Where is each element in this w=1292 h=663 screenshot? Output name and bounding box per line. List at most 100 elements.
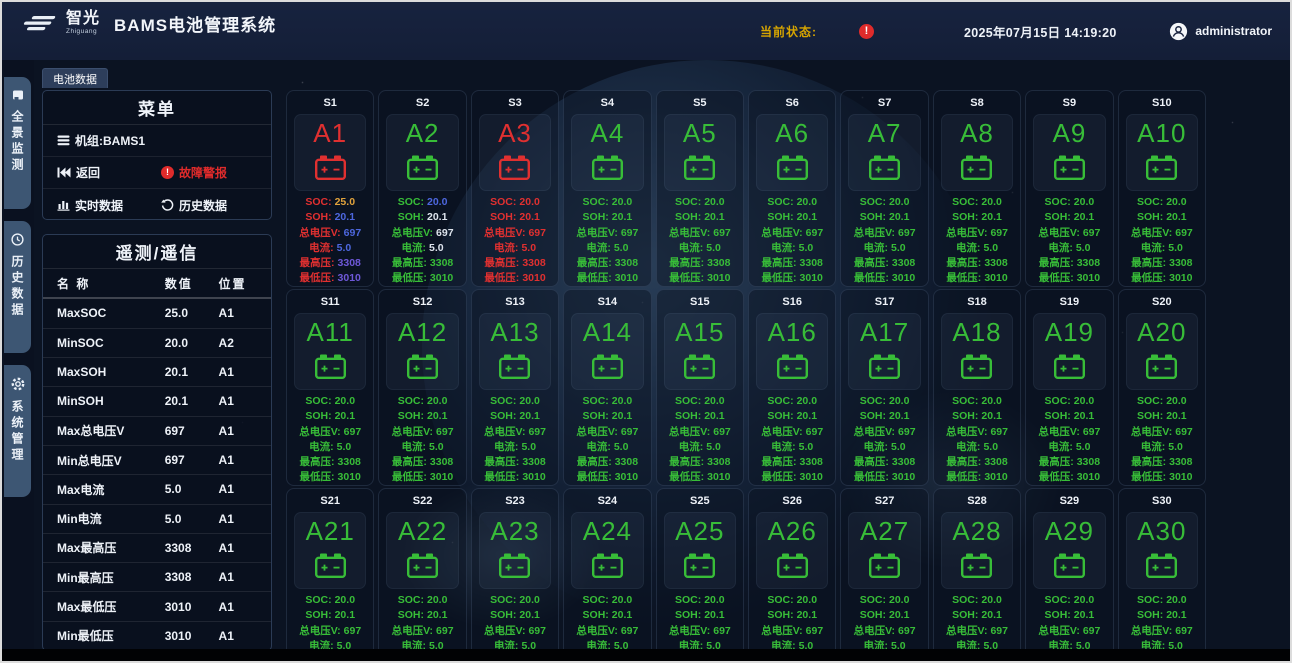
- card-s-label: S28: [967, 495, 987, 507]
- battery-card[interactable]: S26 A26 SOC:20.0SOH:20.1总电压V:697电流:5.0最高…: [748, 488, 837, 661]
- battery-card[interactable]: S5 A5 SOC: 20.0 SOH: 20.1 总电压V: 697 电流: 5.0 最高压:…: [655, 90, 744, 287]
- card-s-label: S19: [1059, 296, 1080, 308]
- card-a-label: A1: [313, 118, 348, 148]
- metric-location: A1: [218, 599, 234, 614]
- card-a-label: A10: [1137, 118, 1187, 148]
- card-inner-panel: A23: [478, 512, 552, 589]
- battery-card[interactable]: S19 A19 SOC: 20.0 SOH: 20.1 总电压V: 697 电流: 5.0 最高…: [1025, 289, 1114, 486]
- back-label: 返回: [76, 166, 101, 180]
- history-data-button[interactable]: 历史数据: [161, 197, 227, 214]
- nav-tab-history[interactable]: 历史数据: [4, 221, 31, 353]
- table-row: Max总电压V 697 A1: [43, 417, 271, 446]
- battery-card[interactable]: S10 A10 SOC: 20.0 SOH: 20.1 总电压V: 697 电流: 5.0 最高…: [1117, 90, 1206, 287]
- battery-card[interactable]: S28 A28 SOC:20.0SOH:20.1总电压V:697电流:5.0最高…: [932, 488, 1022, 661]
- battery-card[interactable]: S23 A23 SOC:20.0SOH:20.1总电压V:697电流:5.0最高…: [470, 488, 560, 661]
- card-stat-line: SOH: 20.1: [1044, 211, 1095, 224]
- card-inner-panel: A22: [386, 512, 459, 589]
- card-stat-line: SOH: 20.1: [859, 211, 910, 224]
- card-stat-line: 最高压:3308: [1038, 257, 1101, 270]
- card-stat-line: SOC: 20.0: [397, 395, 448, 407]
- card-s-label: S2: [415, 97, 430, 109]
- battery-card[interactable]: S9 A9 SOC: 20.0 SOH: 20.1 总电压V: 697 电流: 5.0 最高压:…: [1025, 90, 1114, 287]
- card-inner-panel: A30: [1125, 512, 1198, 589]
- card-stat-line: SOH: 20.1: [674, 211, 725, 224]
- card-stat-line: SOH: 20.1: [490, 211, 540, 224]
- card-stat-line: SOC: 20.0: [582, 594, 633, 606]
- status-label: 当前状态:: [760, 24, 817, 39]
- card-inner-panel: A4: [571, 114, 644, 191]
- card-stat-line: 总电压V: 697: [761, 226, 824, 239]
- battery-card[interactable]: S18 A18 SOC: 20.0 SOH: 20.1 总电压V: 697 电流: 5.0 最高…: [932, 289, 1022, 486]
- battery-card[interactable]: S21 A21 SOC:20.0SOH:20.1总电压V:697电流:5.0最高…: [286, 488, 375, 661]
- card-stat-line: SOH: 20.1: [859, 410, 910, 423]
- battery-card[interactable]: S16 A16 SOC: 20.0 SOH: 20.1 总电压V: 697 电流: 5.0 最高…: [748, 289, 837, 486]
- battery-card[interactable]: S15 A15 SOC: 20.0 SOH: 20.1 总电压V: 697 电流: 5.0 最高…: [655, 289, 744, 486]
- battery-card[interactable]: S25 A25 SOC:20.0SOH:20.1总电压V:697电流:5.0最高…: [655, 488, 744, 661]
- back-button[interactable]: 返回: [57, 164, 100, 181]
- card-stat-line: 总电压V: 697: [484, 226, 546, 239]
- battery-card[interactable]: S11 A11 SOC: 20.0 SOH: 20.1 总电压V: 697 电流: 5.0 最高…: [286, 289, 375, 486]
- card-stat-line: 最低压: 3010: [761, 272, 823, 285]
- battery-card[interactable]: S12 A12 SOC: 20.0 SOH: 20.1 总电压V: 697 电流: 5.0 最高…: [378, 289, 467, 486]
- metric-location: A1: [218, 453, 234, 468]
- battery-card[interactable]: S4 A4 SOC: 20.0 SOH: 20.1 总电压V: 697 电流: 5.0 最高压:…: [563, 90, 652, 287]
- card-stat-line: 总电压V: 697: [576, 425, 639, 438]
- battery-card[interactable]: S13 A13 SOC: 20.0 SOH: 20.1 总电压V: 697 电流: 5.0 最高…: [470, 289, 560, 486]
- battery-card[interactable]: S22 A22 SOC:20.0SOH:20.1总电压V:697电流:5.0最高…: [378, 488, 467, 661]
- metric-name: Max电流: [57, 482, 105, 497]
- car-battery-icon: [1127, 552, 1197, 579]
- card-inner-panel: A25: [663, 512, 736, 589]
- battery-card[interactable]: S14 A14 SOC: 20.0 SOH: 20.1 总电压V: 697 电流: 5.0 最高…: [563, 289, 652, 486]
- card-stat-line: 电流: 5.0: [863, 639, 906, 652]
- app-logo: 智光 Zhiguang BAMS电池管理系统: [16, 11, 276, 36]
- card-inner-panel: A5: [663, 114, 736, 191]
- card-stat-line: SOC: 20.0: [859, 196, 910, 208]
- card-stat-line: SOH: 20.1: [305, 609, 356, 622]
- history-data-label: 历史数据: [179, 198, 228, 213]
- card-stats: SOC:20.0 SOH:20.1 总电压V:697 电流:5.0 最高压:3308 最低…: [841, 195, 927, 286]
- user-menu[interactable]: administrator: [1169, 2, 1272, 60]
- battery-card[interactable]: S24 A24 SOC:20.0SOH:20.1总电压V:697电流:5.0最高…: [563, 488, 652, 661]
- battery-card[interactable]: S30 A30 SOC:20.0SOH:20.1总电压V:697电流:5.0最高…: [1117, 488, 1206, 661]
- card-stat-line: 电流: 5.0: [1140, 639, 1183, 652]
- card-stat-line: 最低压: 3010: [484, 272, 546, 285]
- battery-card[interactable]: S2 A2 SOC: 20.0 SOH: 20.1 总电压V: 697 电流: 5.0 最高压:…: [378, 90, 467, 287]
- tab-battery-data[interactable]: 电池数据: [42, 68, 108, 88]
- card-stat-line: SOC: 20.0: [490, 196, 540, 208]
- card-s-label: S12: [412, 296, 433, 308]
- battery-card[interactable]: S8 A8 SOC: 20.0 SOH: 20.1 总电压V: 697 电流: 5.0 最高压:…: [932, 90, 1022, 287]
- realtime-data-button[interactable]: 实时数据: [57, 197, 123, 214]
- battery-card[interactable]: S17 A17 SOC: 20.0 SOH: 20.1 总电压V: 697 电流: 5.0 最高…: [840, 289, 929, 486]
- battery-card[interactable]: S3 A3 SOC: 20.0 SOH: 20.1 总电压V: 697 电流: 5.0 最高压:…: [470, 90, 560, 287]
- card-stat-line: SOC: 20.0: [305, 594, 356, 606]
- battery-card[interactable]: S6 A6 SOC: 20.0 SOH: 20.1 总电压V: 697 电流: 5.0 最高压:…: [748, 90, 837, 287]
- metric-name: Min最低压: [57, 629, 114, 644]
- battery-card[interactable]: S7 A7 SOC: 20.0 SOH: 20.1 总电压V: 697 电流: 5.0 最高压:…: [840, 90, 929, 287]
- nav-tab-panorama[interactable]: 全景监测: [4, 77, 31, 209]
- card-inner-panel: A18: [940, 313, 1014, 390]
- fault-alarm-button[interactable]: ! 故障警报: [161, 164, 227, 181]
- metric-value: 3010: [164, 599, 192, 614]
- table-row: Max电流 5.0 A1: [43, 475, 271, 505]
- metric-location: A1: [218, 628, 234, 643]
- battery-card[interactable]: S20 A20 SOC: 20.0 SOH: 20.1 总电压V: 697 电流: 5.0 最高…: [1117, 289, 1206, 486]
- card-stat-line: SOH: 20.1: [952, 410, 1002, 423]
- username-label: administrator: [1195, 24, 1272, 38]
- card-stat-line: 电流: 5.0: [1048, 639, 1091, 652]
- realtime-data-label: 实时数据: [75, 198, 124, 213]
- card-s-label: S9: [1062, 97, 1077, 109]
- nav-tab-system[interactable]: 系统管理: [4, 365, 31, 497]
- battery-card[interactable]: S1 A1 SOC: 25.0 SOH: 20.1 总电压V: 697 电流: 5.0 最高压:…: [286, 90, 375, 287]
- telemetry-panel-title: 遥测/遥信: [43, 235, 271, 269]
- metric-value: 5.0: [164, 482, 182, 497]
- card-inner-panel: A17: [848, 313, 921, 390]
- card-stat-line: SOC: 20.0: [952, 594, 1002, 606]
- card-s-label: S21: [320, 495, 340, 507]
- card-stats: SOC:20.0 SOH:20.1 总电压V:697 电流:5.0 最高压:3308 最低…: [1026, 195, 1112, 286]
- clock-icon: [11, 233, 24, 246]
- battery-card[interactable]: S27 A27 SOC:20.0SOH:20.1总电压V:697电流:5.0最高…: [840, 488, 929, 661]
- column-header: 名 称: [57, 276, 91, 291]
- card-stat-line: 最低压: 3010: [484, 471, 546, 484]
- battery-card[interactable]: S29 A29 SOC:20.0SOH:20.1总电压V:697电流:5.0最高…: [1025, 488, 1114, 661]
